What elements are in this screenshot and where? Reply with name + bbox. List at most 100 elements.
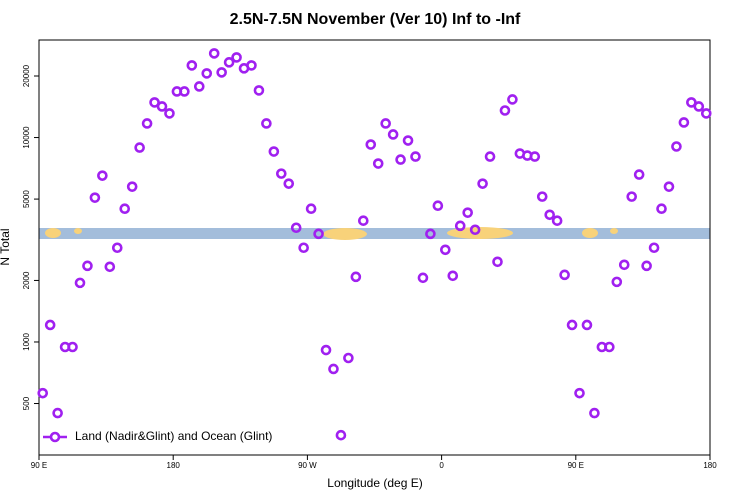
point <box>104 261 116 273</box>
point <box>454 220 466 232</box>
point <box>358 215 369 226</box>
point <box>410 151 421 162</box>
point <box>253 85 265 96</box>
point <box>678 117 690 128</box>
point <box>417 272 429 284</box>
point <box>387 129 399 140</box>
legend-label: Land (Nadir&Glint) and Ocean (Glint) <box>75 429 272 443</box>
y-axis-label: N Total <box>0 228 12 265</box>
x-axis-label: Longitude (deg E) <box>327 476 422 490</box>
x-tick-label: 90 W <box>298 461 317 470</box>
land <box>45 228 61 238</box>
plot-frame <box>38 39 711 456</box>
land <box>74 228 82 234</box>
point <box>574 387 585 399</box>
point <box>223 57 235 68</box>
point <box>566 319 578 331</box>
point <box>469 224 481 236</box>
land <box>582 228 598 238</box>
point <box>193 81 205 92</box>
point <box>186 60 198 71</box>
point <box>395 154 406 165</box>
point <box>335 429 347 441</box>
point <box>671 141 682 152</box>
point <box>581 319 593 331</box>
point <box>693 101 705 112</box>
point <box>656 203 667 214</box>
point <box>149 97 160 108</box>
point <box>380 118 391 129</box>
point <box>82 260 93 272</box>
point <box>499 105 511 116</box>
land <box>610 228 618 234</box>
point <box>44 319 56 331</box>
point <box>119 203 131 214</box>
point <box>589 407 600 419</box>
land <box>447 227 513 239</box>
point <box>372 158 384 169</box>
point <box>97 170 108 181</box>
point <box>611 276 623 288</box>
point <box>67 341 78 353</box>
point <box>507 94 518 105</box>
point <box>641 260 652 272</box>
point <box>618 259 630 271</box>
point <box>111 242 123 254</box>
point <box>216 67 227 78</box>
map-band <box>39 227 710 240</box>
y-tick-label: 500 <box>22 396 31 410</box>
point <box>425 228 436 240</box>
point <box>686 97 697 108</box>
point <box>432 200 444 212</box>
point <box>544 209 556 221</box>
point <box>328 363 339 375</box>
point <box>305 203 317 214</box>
point <box>663 181 675 192</box>
point <box>298 242 309 254</box>
point <box>141 118 153 129</box>
point <box>536 191 548 202</box>
point <box>551 215 563 226</box>
point <box>134 142 145 153</box>
y-tick-label: 2000 <box>22 271 31 289</box>
point <box>37 387 49 399</box>
point <box>74 277 86 289</box>
point <box>164 108 175 119</box>
y-tick-label: 1000 <box>22 333 31 351</box>
point <box>320 344 332 356</box>
point <box>89 192 101 203</box>
point <box>261 118 272 129</box>
x-tick-label: 0 <box>439 461 444 470</box>
point <box>179 86 190 97</box>
chart-title: 2.5N-7.5N November (Ver 10) Inf to -Inf <box>230 11 521 28</box>
point <box>52 407 63 419</box>
point <box>604 341 615 353</box>
point <box>529 151 541 162</box>
point <box>626 191 638 202</box>
point <box>700 108 712 119</box>
point <box>156 101 168 112</box>
point <box>283 178 295 189</box>
point <box>492 256 503 268</box>
point <box>477 178 488 189</box>
point <box>313 228 324 240</box>
x-tick-label: 90 E <box>31 461 47 470</box>
point <box>231 52 242 63</box>
ocean-band <box>39 228 710 239</box>
point <box>290 222 302 234</box>
point <box>440 244 451 256</box>
point <box>268 146 280 157</box>
point <box>350 271 362 283</box>
y-tick-label: 20000 <box>22 64 31 87</box>
point <box>484 151 496 162</box>
y-tick-label: 10000 <box>22 126 31 149</box>
point <box>343 352 354 364</box>
y-tick-label: 5000 <box>22 190 31 208</box>
point <box>365 139 377 150</box>
point <box>208 48 220 59</box>
land <box>323 228 367 240</box>
point <box>648 242 660 254</box>
x-tick-label: 180 <box>703 461 717 470</box>
point <box>462 207 473 218</box>
